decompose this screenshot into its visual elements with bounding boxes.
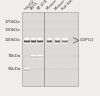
- Text: Rat kidney: Rat kidney: [62, 0, 79, 11]
- FancyBboxPatch shape: [22, 12, 78, 86]
- Text: Mouse kidney: Mouse kidney: [54, 0, 76, 11]
- Text: A375: A375: [30, 1, 40, 11]
- Text: 70kDa: 70kDa: [7, 54, 20, 58]
- Text: 130kDa: 130kDa: [5, 28, 20, 32]
- Text: BT-474: BT-474: [37, 0, 49, 11]
- Text: HepG2: HepG2: [24, 0, 36, 11]
- Text: COPG1: COPG1: [80, 38, 94, 42]
- Text: 100kDa: 100kDa: [5, 38, 20, 42]
- Text: Mouse liver: Mouse liver: [46, 0, 65, 11]
- Text: 170kDa: 170kDa: [5, 20, 20, 24]
- Text: 55kDa: 55kDa: [7, 67, 20, 71]
